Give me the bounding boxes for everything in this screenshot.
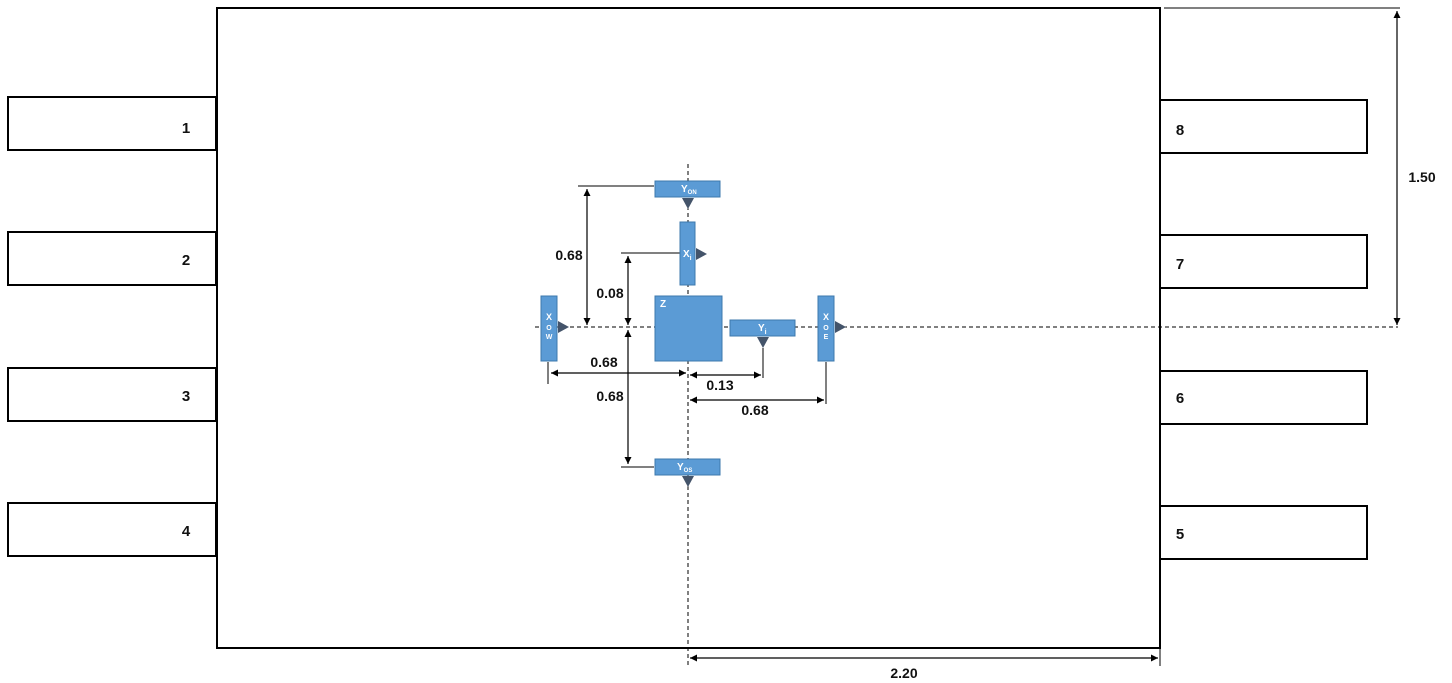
sensor-y-os: YOS (654, 458, 721, 487)
dim-y-i-offset: 0.13 (706, 377, 733, 393)
sensor-y-i-label: Yi (758, 323, 767, 336)
pin-6: 6 (1159, 370, 1368, 425)
pin-7-label: 7 (1176, 256, 1184, 273)
pin-5: 5 (1159, 505, 1368, 560)
pin-8: 8 (1159, 99, 1368, 154)
pin-8-label: 8 (1176, 122, 1184, 139)
sensor-x-i: Xi (679, 221, 707, 286)
pin-7: 7 (1159, 234, 1368, 289)
dim-x-oe-offset: 0.68 (741, 402, 768, 418)
sensor-x-oe-l3: E (824, 334, 829, 341)
sensor-x-oe: X O E (817, 295, 846, 362)
sensor-y-i: Yi (729, 319, 796, 348)
dim-x-ow-offset: 0.68 (590, 354, 617, 370)
dim-x-i-offset: 0.08 (596, 285, 623, 301)
extension-lines (547, 7, 1400, 666)
pin-5-label: 5 (1176, 526, 1184, 543)
sensor-x-ow-l2: O (546, 325, 552, 332)
pin-1: 1 (7, 96, 217, 151)
pin-6-label: 6 (1176, 390, 1184, 407)
sensor-x-oe-l2: O (823, 325, 829, 332)
pin-2: 2 (7, 231, 217, 286)
dim-y-on-offset: 0.68 (555, 247, 582, 263)
sensor-x-oe-l1: X (823, 312, 829, 322)
dim-package-half-width: 2.20 (890, 665, 917, 681)
sensor-z: Z (654, 295, 723, 362)
dimension-arrows (551, 11, 1401, 662)
sensor-x-ow-l1: X (546, 312, 552, 322)
sensor-x-ow: X O W (540, 295, 569, 362)
pin-3: 3 (7, 367, 217, 422)
dim-y-os-offset: 0.68 (596, 388, 623, 404)
pin-2-label: 2 (182, 252, 190, 269)
pin-1-label: 1 (182, 120, 190, 137)
sensor-y-on-label: YON (681, 184, 697, 196)
sensor-x-i-label: Xi (683, 249, 692, 262)
pin-4-label: 4 (182, 523, 191, 540)
sensor-y-os-label: YOS (677, 462, 692, 474)
pin-3-label: 3 (182, 388, 190, 405)
sensor-y-on: YON (654, 180, 721, 209)
dim-package-half-height: 1.50 (1408, 169, 1435, 185)
pin-4: 4 (7, 502, 217, 557)
sensor-x-ow-l3: W (546, 334, 553, 341)
sensor-z-label: Z (660, 299, 666, 310)
